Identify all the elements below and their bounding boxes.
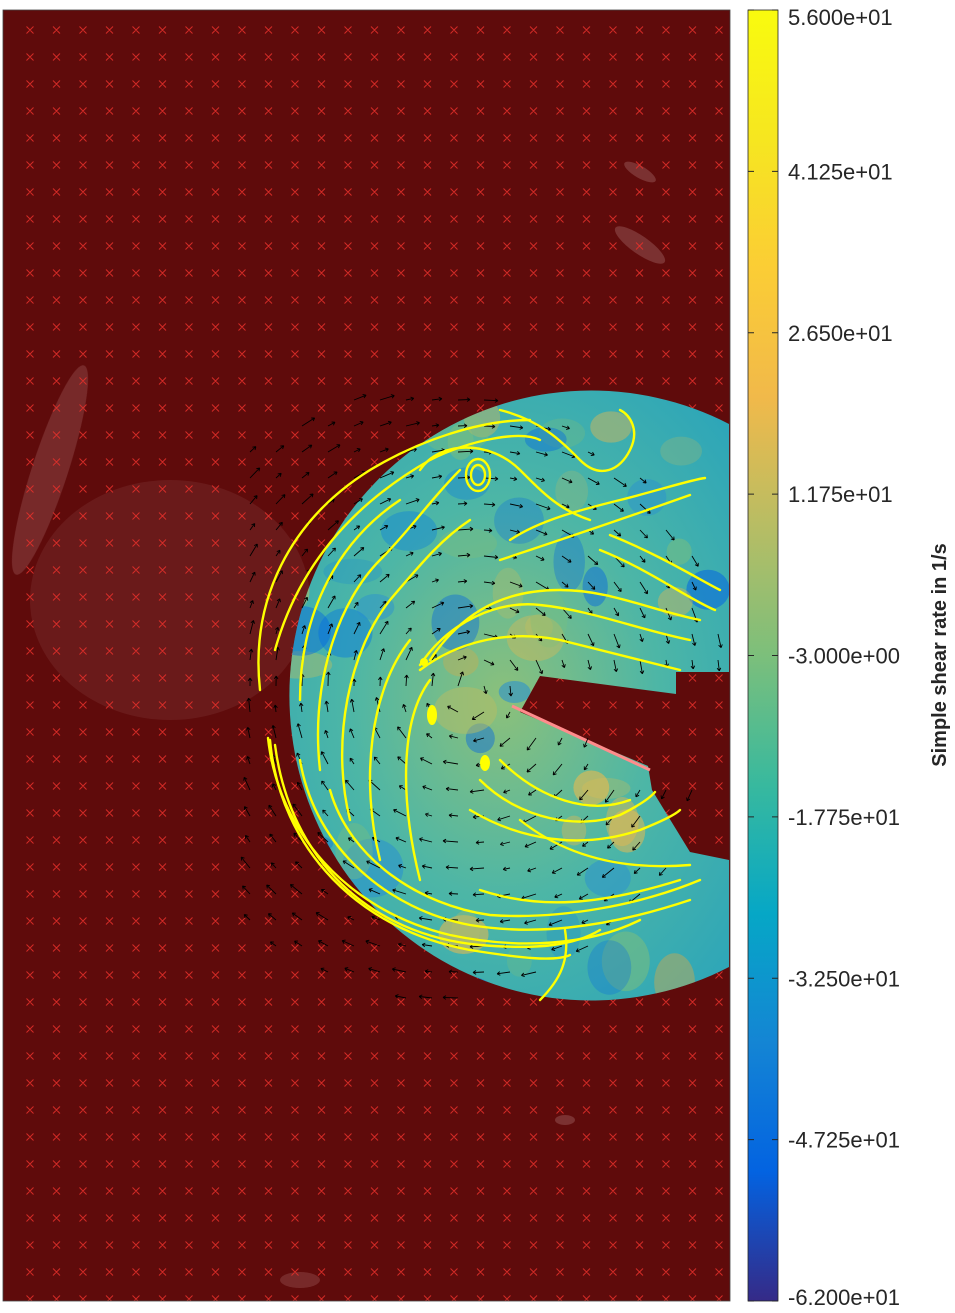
plot-area — [3, 10, 730, 1301]
shear-blob — [657, 587, 693, 617]
streamline — [478, 778, 657, 823]
shear-blob — [582, 566, 608, 607]
streamlines — [257, 408, 722, 1002]
velocity-vectors — [240, 394, 723, 1000]
streamline — [478, 878, 682, 904]
shear-blob — [555, 470, 589, 512]
streamline — [508, 476, 707, 542]
colorbar-ticks: 5.600e+01 4.125e+01 2.650e+01 1.175e+01 -3.0… — [748, 5, 900, 1310]
streamline — [428, 588, 702, 662]
shear-blob — [573, 770, 610, 805]
shear-blob — [584, 859, 631, 897]
streamline — [268, 738, 572, 960]
shear-blob — [498, 680, 531, 703]
shear-blob — [380, 511, 438, 551]
vortex-core — [469, 463, 487, 487]
shear-blob — [539, 418, 586, 448]
velocity-vector-field — [240, 394, 723, 1000]
streamline — [598, 548, 717, 612]
colorbar-tick-label: -3.000e+00 — [788, 644, 900, 669]
streamline — [257, 418, 532, 692]
shear-blob — [335, 823, 373, 880]
shear-blob — [289, 651, 333, 679]
shear-blob — [524, 427, 567, 452]
shear-blob — [601, 931, 650, 992]
streamline — [498, 493, 692, 562]
streamline — [368, 638, 412, 862]
streamline — [328, 788, 702, 918]
shear-blob — [438, 528, 497, 559]
streamline — [468, 808, 682, 842]
shear-blob — [443, 647, 479, 677]
streamline — [608, 533, 722, 592]
colorbar-tick-label: -4.725e+01 — [788, 1128, 900, 1153]
streamline — [266, 736, 642, 945]
slot-highlight — [511, 704, 651, 772]
shear-blob — [492, 567, 524, 619]
shear-blob — [666, 538, 692, 565]
colorbar-tick-label: -6.200e+01 — [788, 1285, 900, 1310]
shear-blob — [356, 593, 395, 621]
shear-blob — [494, 497, 544, 544]
streamline — [498, 408, 636, 472]
streamline — [498, 758, 632, 807]
streamline — [418, 446, 592, 522]
colorbar-tick-label: 2.650e+01 — [788, 321, 893, 346]
streamline — [298, 758, 692, 931]
shear-blob — [323, 558, 383, 585]
shear-blob — [561, 815, 587, 846]
colorbar-tick-label: 5.600e+01 — [788, 5, 893, 30]
streamline-seeds — [420, 658, 490, 771]
background-texture — [11, 161, 666, 1288]
shear-blob — [590, 411, 632, 443]
colorbar: 5.600e+01 4.125e+01 2.650e+01 1.175e+01 -3.0… — [747, 5, 951, 1310]
streamline — [340, 518, 472, 822]
colorbar-tick-label: 4.125e+01 — [788, 159, 893, 184]
vortex-core — [464, 457, 492, 493]
shear-blob — [433, 687, 498, 734]
colorbar-title: Simple shear rate in 1/s — [929, 543, 951, 766]
shear-blob — [289, 605, 331, 656]
colorbar-tick-label: -1.775e+01 — [788, 805, 900, 830]
shear-blob — [660, 436, 703, 466]
streamline — [298, 498, 402, 702]
streamline — [273, 434, 542, 652]
shear-blob — [609, 809, 646, 853]
streamline — [518, 818, 692, 868]
plot-frame — [2, 9, 731, 1302]
shear-blob — [546, 906, 581, 960]
streamline — [316, 468, 462, 772]
shear-blob — [587, 940, 632, 995]
streamline — [273, 743, 602, 949]
streamline — [404, 678, 432, 882]
colorbar-tick-label: 1.175e+01 — [788, 482, 893, 507]
shear-blob — [686, 569, 729, 610]
shear-blob — [506, 944, 532, 977]
shear-blob — [341, 838, 404, 898]
streamline — [538, 928, 568, 1002]
shear-blob — [525, 614, 553, 640]
colorbar-tick-label: -3.250e+01 — [788, 966, 900, 991]
streamline — [418, 635, 682, 672]
